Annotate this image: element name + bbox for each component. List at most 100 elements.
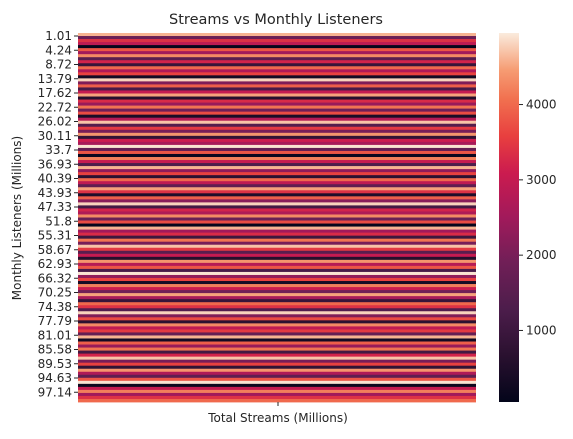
heatmap-cells	[78, 33, 476, 403]
y-tick-label: 62.93	[38, 257, 72, 271]
heatmap-cell	[78, 347, 476, 351]
y-tick-label: 33.7	[45, 143, 72, 157]
heatmap-cell	[78, 229, 476, 234]
y-tick-label: 74.38	[38, 300, 72, 314]
heatmap-cell	[78, 202, 476, 206]
heatmap-cell	[78, 398, 476, 403]
heatmap-cell	[78, 290, 476, 294]
heatmap-cell	[78, 63, 476, 67]
y-tick-label: 66.32	[38, 271, 72, 285]
heatmap-cell	[78, 305, 476, 309]
heatmap-cell	[78, 175, 476, 179]
heatmap-cell	[78, 259, 476, 264]
heatmap-cell	[78, 66, 476, 70]
heatmap-cell	[78, 389, 476, 394]
heatmap-cell	[78, 157, 476, 161]
heatmap-cell	[78, 241, 476, 246]
colorbar	[499, 33, 519, 402]
y-tick-label: 13.79	[38, 72, 72, 86]
heatmap-cell	[78, 296, 476, 300]
y-tick-label: 26.02	[38, 115, 72, 129]
heatmap-cell	[78, 181, 476, 185]
heatmap-cell	[78, 377, 476, 382]
heatmap-cell	[78, 317, 476, 321]
colorbar-tick-label: 2000	[526, 248, 557, 262]
y-tick-label: 55.31	[38, 229, 72, 243]
y-tick-label: 1.01	[45, 29, 72, 43]
heatmap-cell	[78, 256, 476, 261]
heatmap-cell	[78, 287, 476, 291]
y-tick-label: 17.62	[38, 86, 72, 100]
y-axis-ticks: 1.014.248.7213.7917.6222.7226.0230.1133.…	[38, 29, 78, 399]
heatmap-cell	[78, 126, 476, 131]
y-tick-label: 85.58	[38, 343, 72, 357]
heatmap-cell	[78, 135, 476, 140]
heatmap-cell	[78, 247, 476, 252]
heatmap-cell	[78, 374, 476, 379]
y-tick-label: 97.14	[38, 385, 72, 399]
heatmap-cell	[78, 163, 476, 167]
heatmap-cell	[78, 75, 476, 79]
y-tick-label: 81.01	[38, 328, 72, 342]
heatmap-cell	[78, 187, 476, 191]
heatmap-cell	[78, 274, 476, 279]
heatmap-cell	[78, 199, 476, 203]
colorbar-ticks: 1000 2000 3000 4000	[519, 98, 557, 337]
heatmap-cell	[78, 172, 476, 176]
heatmap-cell	[78, 320, 476, 324]
y-tick-label: 8.72	[45, 58, 72, 72]
y-tick-label: 89.53	[38, 357, 72, 371]
heatmap-cell	[78, 36, 476, 40]
heatmap-cell	[78, 302, 476, 306]
heatmap-cell	[78, 395, 476, 400]
y-tick-label: 77.79	[38, 314, 72, 328]
heatmap-cell	[78, 335, 476, 339]
y-tick-label: 47.33	[38, 200, 72, 214]
y-tick-label: 58.67	[38, 243, 72, 257]
heatmap-cell	[78, 81, 476, 85]
y-tick-label: 30.11	[38, 129, 72, 143]
heatmap-cell	[78, 69, 476, 73]
colorbar-tick-label: 4000	[526, 98, 557, 112]
heatmap-cell	[78, 371, 476, 376]
heatmap-cell	[78, 362, 476, 367]
heatmap-cell	[78, 299, 476, 303]
heatmap-cell	[78, 308, 476, 312]
heatmap-cell	[78, 226, 476, 230]
y-tick-label: 36.93	[38, 157, 72, 171]
y-tick-label: 51.8	[45, 214, 72, 228]
y-tick-label: 22.72	[38, 100, 72, 114]
heatmap-cell	[78, 293, 476, 297]
heatmap-cell	[78, 353, 476, 358]
heatmap-cell	[78, 368, 476, 373]
heatmap-cell	[78, 178, 476, 182]
heatmap-cell	[78, 169, 476, 173]
heatmap-cell	[78, 277, 476, 282]
heatmap-cell	[78, 72, 476, 76]
heatmap-cell	[78, 42, 476, 46]
heatmap-cell	[78, 205, 476, 209]
heatmap-cell	[78, 147, 476, 152]
heatmap-cell	[78, 132, 476, 137]
heatmap-cell	[78, 350, 476, 354]
colorbar-tick-label: 3000	[526, 173, 557, 187]
heatmap-cell	[78, 332, 476, 336]
heatmap-cell	[78, 386, 476, 391]
heatmap-cell	[78, 160, 476, 164]
heatmap-cell	[78, 208, 476, 212]
heatmap-cell	[78, 271, 476, 276]
y-tick-label: 43.93	[38, 186, 72, 200]
colorbar-tick-label: 1000	[526, 323, 557, 337]
heatmap-cell	[78, 232, 476, 237]
heatmap-cell	[78, 108, 476, 113]
heatmap-cell	[78, 150, 476, 155]
heatmap-cell	[78, 223, 476, 227]
heatmap-cell	[78, 329, 476, 333]
y-tick-label: 40.39	[38, 172, 72, 186]
heatmap-cell	[78, 341, 476, 345]
y-tick-label: 4.24	[45, 43, 72, 57]
heatmap-cell	[78, 138, 476, 143]
heatmap-cell	[78, 184, 476, 188]
